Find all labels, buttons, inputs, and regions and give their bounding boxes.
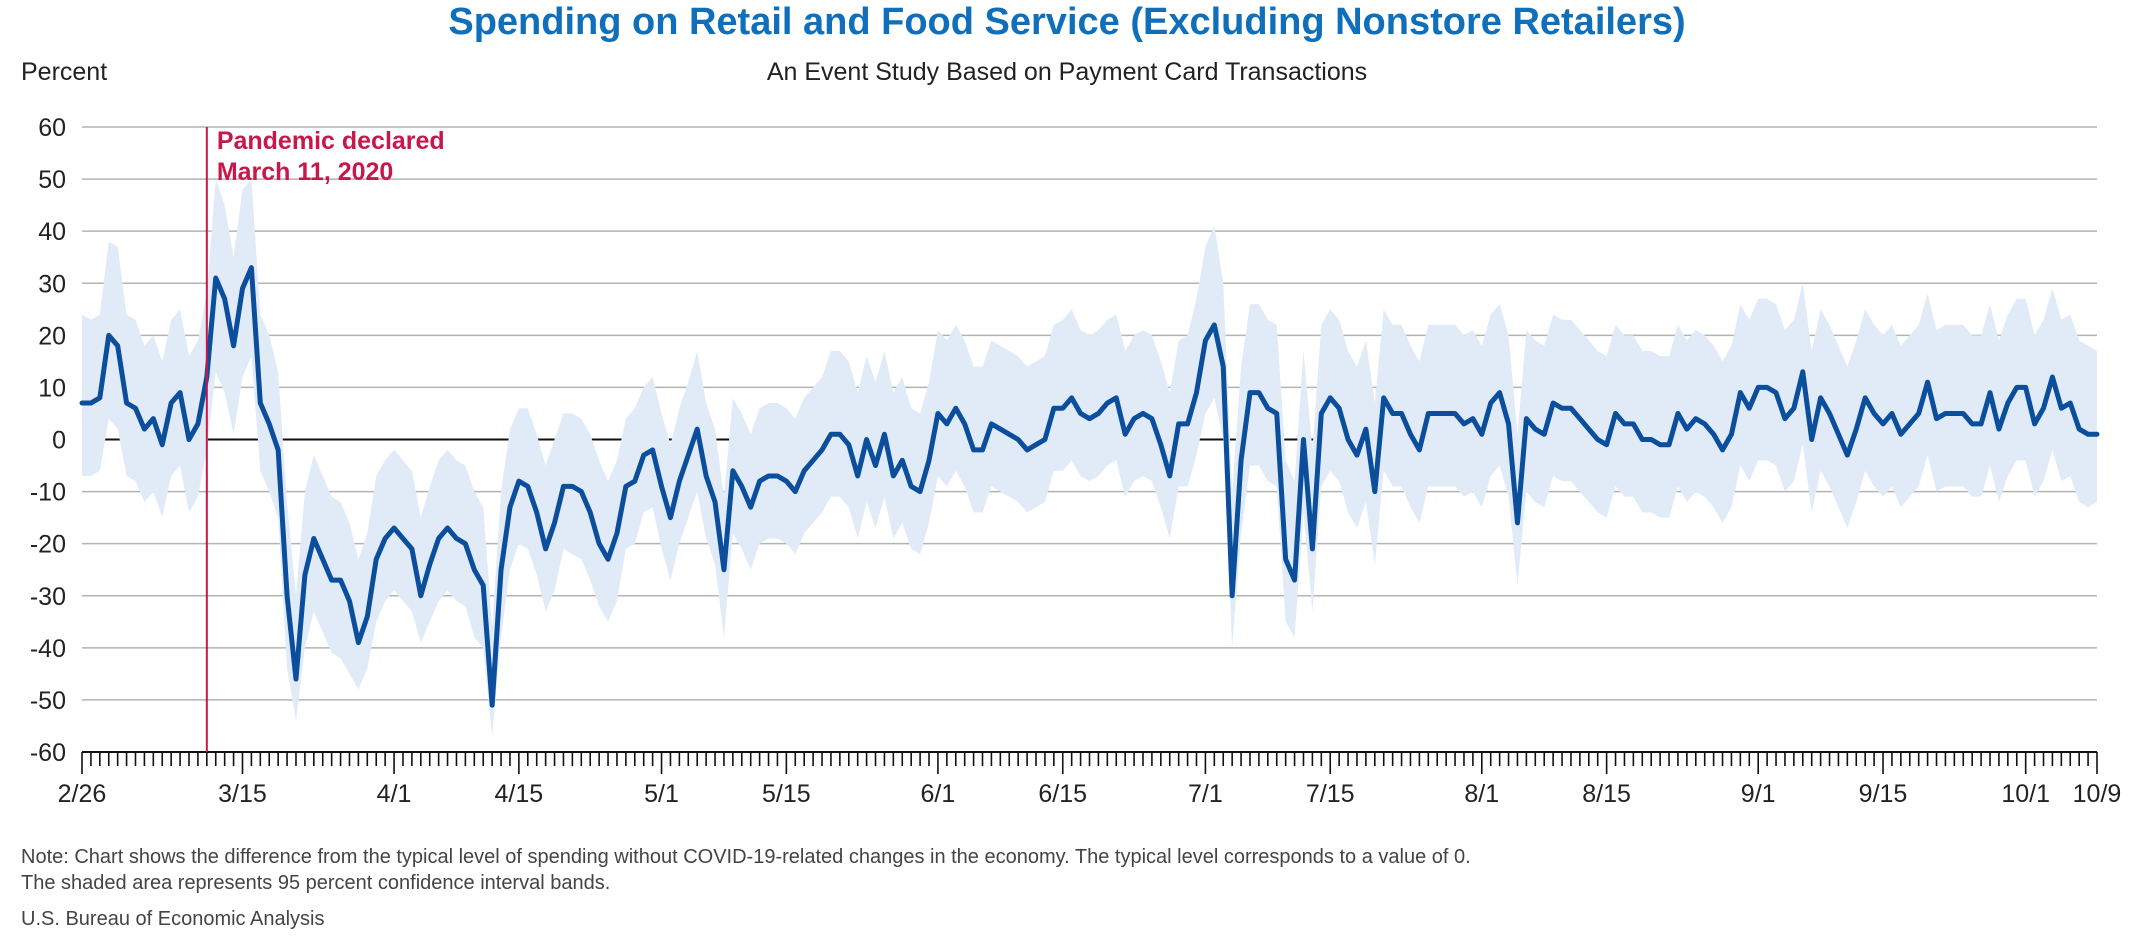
- y-axis-label: Percent: [21, 58, 108, 86]
- x-tick-label: 7/1: [1188, 780, 1223, 808]
- x-tick-label: 3/15: [218, 780, 267, 808]
- series-layer: [79, 265, 2100, 708]
- x-tick-label: 8/1: [1464, 780, 1499, 808]
- x-tick-label: 6/15: [1038, 780, 1087, 808]
- confidence-band-layer: [82, 179, 2097, 737]
- x-tick-label: 4/1: [377, 780, 412, 808]
- tick-labels: 60 50 40 30 20 10 0 -10 -20 -30 -40 -50 -60 2/26 3/15 4…: [30, 114, 2121, 808]
- y-tick-label: 50: [38, 166, 66, 194]
- x-tick-label: 9/1: [1741, 780, 1776, 808]
- x-tick-label: 10/1: [2001, 780, 2050, 808]
- x-tick-label: 10/9: [2073, 780, 2122, 808]
- y-tick-label: -40: [30, 635, 66, 663]
- x-tick-label: 9/15: [1859, 780, 1908, 808]
- x-tick-label: 8/15: [1582, 780, 1631, 808]
- y-tick-label: 20: [38, 322, 66, 350]
- chart-note-band: The shaded area represents 95 percent co…: [21, 872, 611, 894]
- y-tick-label: 10: [38, 374, 66, 402]
- y-tick-label: 40: [38, 218, 66, 246]
- y-tick-label: -20: [30, 531, 66, 559]
- x-axis: [81, 751, 2098, 774]
- chart-note: Note: Chart shows the difference from th…: [21, 846, 1471, 868]
- y-tick-label: -50: [30, 687, 66, 715]
- confidence-band: [82, 179, 2097, 737]
- x-tick-label: 4/15: [495, 780, 544, 808]
- source-credit: U.S. Bureau of Economic Analysis: [21, 908, 325, 930]
- y-tick-label: -60: [30, 739, 66, 767]
- x-tick-label: 7/15: [1306, 780, 1355, 808]
- event-label-line1: Pandemic declared: [217, 127, 445, 155]
- chart-title: Spending on Retail and Food Service (Exc…: [448, 1, 1686, 43]
- x-tick-label: 5/1: [644, 780, 679, 808]
- x-tick-label: 2/26: [58, 780, 107, 808]
- y-tick-label: 30: [38, 270, 66, 298]
- x-tick-label: 5/15: [762, 780, 811, 808]
- y-tick-label: 0: [52, 427, 66, 455]
- series-line: [79, 265, 2100, 708]
- line-chart: 60 50 40 30 20 10 0 -10 -20 -30 -40 -50 -60 2/26 3/15 4…: [30, 114, 2121, 808]
- event-annotation: Pandemic declared March 11, 2020: [205, 127, 445, 752]
- y-tick-label: 60: [38, 114, 66, 142]
- y-tick-label: -30: [30, 583, 66, 611]
- x-tick-label: 6/1: [921, 780, 956, 808]
- chart-subtitle: An Event Study Based on Payment Card Tra…: [766, 58, 1368, 86]
- y-tick-label: -10: [30, 479, 66, 507]
- event-label-line2: March 11, 2020: [217, 158, 394, 186]
